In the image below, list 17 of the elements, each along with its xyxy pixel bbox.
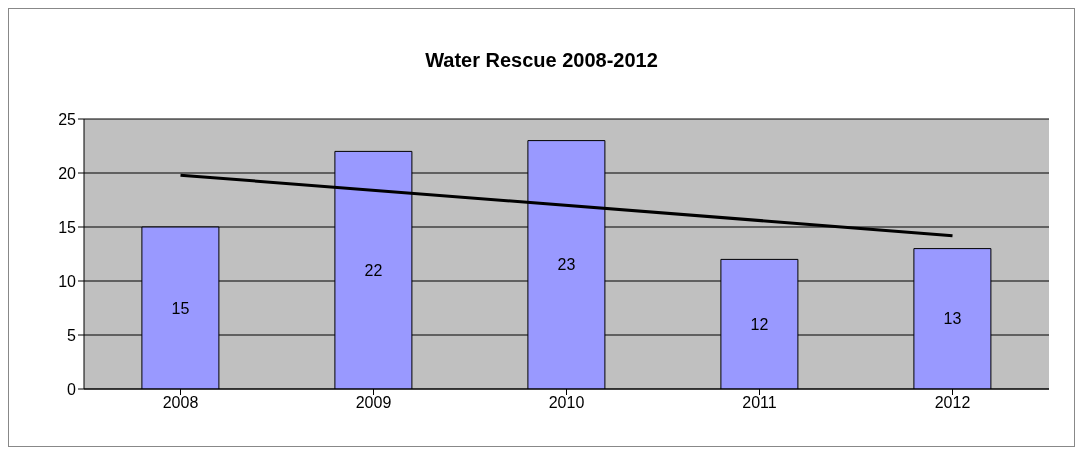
y-tick-label: 5 [67,326,77,344]
chart-title: Water Rescue 2008-2012 [424,49,659,72]
y-tick-label: 25 [58,110,77,128]
x-tick-label: 2009 [355,394,392,412]
y-tick-label: 20 [58,164,77,182]
x-tick-label: 2010 [548,394,585,412]
y-tick-label: 15 [58,218,77,236]
data-label: 13 [943,310,962,328]
data-label: 22 [364,261,383,279]
data-label: 12 [750,315,769,333]
y-tick-label: 10 [58,272,77,290]
x-tick-label: 2008 [162,394,199,412]
data-label: 23 [557,256,576,274]
y-tick-label: 0 [67,380,77,398]
x-tick-label: 2012 [934,394,971,412]
x-tick-label: 2011 [742,394,777,412]
data-label: 15 [171,299,190,317]
